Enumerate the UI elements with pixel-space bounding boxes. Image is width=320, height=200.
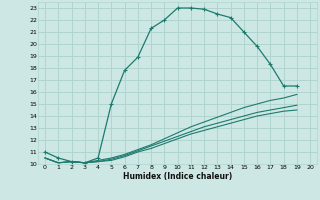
X-axis label: Humidex (Indice chaleur): Humidex (Indice chaleur) bbox=[123, 172, 232, 181]
